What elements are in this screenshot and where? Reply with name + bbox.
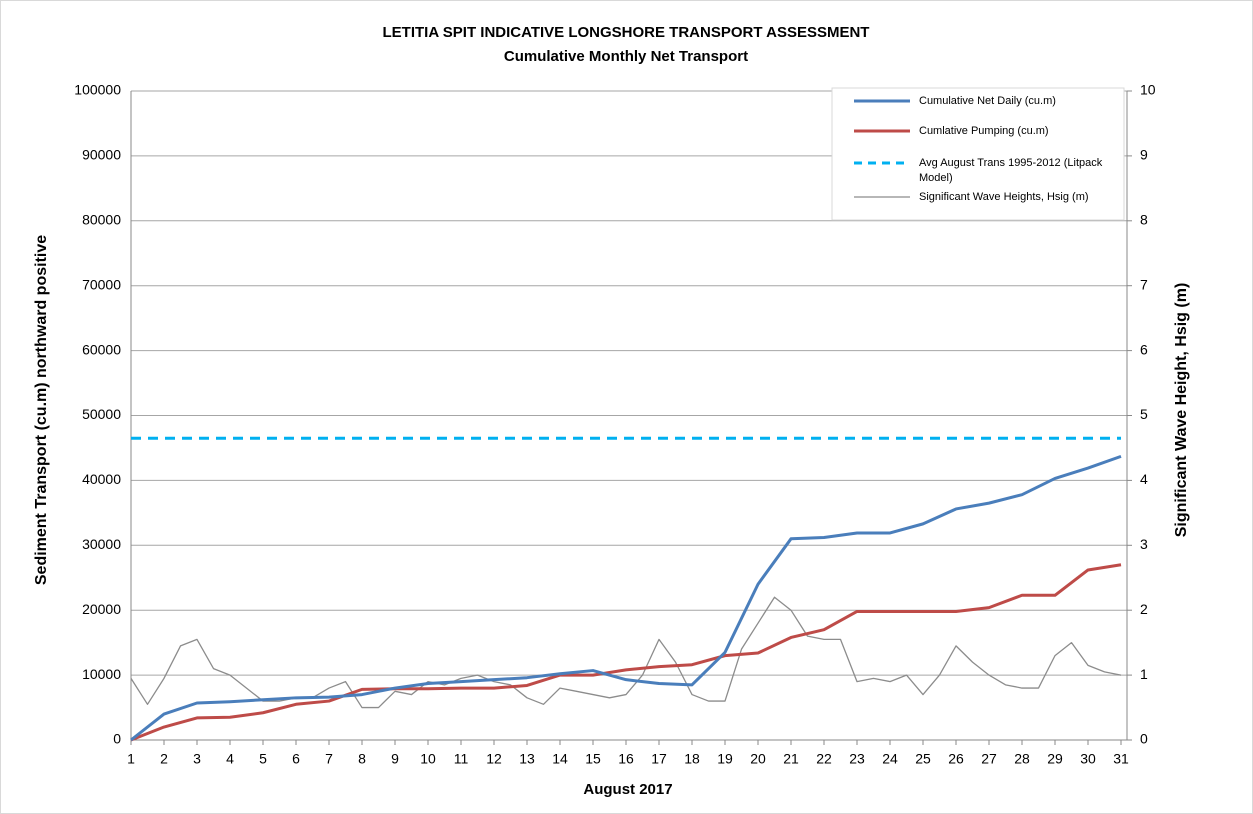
legend-label: Avg August Trans 1995-2012 (Litpack Model… [919, 157, 1103, 184]
x-tick-label: 21 [783, 751, 799, 767]
legend-label-line: Model) [919, 172, 953, 184]
y-tick-label: 100000 [74, 82, 121, 98]
x-tick-label: 3 [193, 751, 201, 767]
y2-axis-label: Significant Wave Height, Hsig (m) [1173, 283, 1190, 538]
y-tick-label: 40000 [82, 471, 121, 487]
x-tick-label: 30 [1080, 751, 1096, 767]
legend-box [831, 87, 1125, 221]
y-tick-label: 60000 [82, 341, 121, 357]
x-tick-label: 31 [1113, 751, 1129, 767]
y-tick-label: 10000 [82, 666, 121, 682]
x-tick-label: 24 [882, 751, 898, 767]
y-tick-label: 30000 [82, 536, 121, 552]
x-tick-label: 8 [358, 751, 366, 767]
x-tick-label: 13 [519, 751, 535, 767]
x-tick-label: 11 [454, 751, 469, 767]
x-tick-label: 28 [1014, 751, 1030, 767]
legend-label-line: Avg August Trans 1995-2012 (Litpack [919, 157, 1103, 169]
y-tick-label: 0 [113, 731, 121, 747]
legend: Cumulative Net Daily (cu.m) Cumlative Pum… [831, 87, 1125, 221]
x-tick-label: 7 [325, 751, 333, 767]
x-tick-label: 9 [391, 751, 399, 767]
x-tick-label: 15 [585, 751, 601, 767]
x-tick-label: 12 [486, 751, 502, 767]
x-tick-label: 27 [981, 751, 997, 767]
y-tick-label: 80000 [82, 212, 121, 228]
y2-tick-label: 3 [1140, 536, 1148, 552]
legend-label: Significant Wave Heights, Hsig (m) [919, 191, 1089, 203]
y2-tick-label: 7 [1140, 276, 1148, 292]
x-tick-label: 29 [1047, 751, 1063, 767]
y2-tick-label: 6 [1140, 341, 1148, 357]
x-tick-label: 22 [816, 751, 832, 767]
y-tick-label: 50000 [82, 406, 121, 422]
y2-tick-label: 2 [1140, 601, 1148, 617]
y2-tick-label: 8 [1140, 212, 1148, 228]
x-tick-label: 26 [948, 751, 964, 767]
x-tick-label: 14 [552, 751, 568, 767]
x-tick-label: 10 [420, 751, 436, 767]
y2-tick-label: 4 [1140, 471, 1148, 487]
chart-title: LETITIA SPIT INDICATIVE LONGSHORE TRANSP… [383, 24, 870, 41]
y-tick-label: 90000 [82, 147, 121, 163]
y2-tick-label: 0 [1140, 731, 1148, 747]
chart-subtitle: Cumulative Monthly Net Transport [504, 48, 748, 65]
x-tick-label: 23 [849, 751, 865, 767]
x-tick-label: 4 [226, 751, 234, 767]
x-tick-label: 5 [259, 751, 267, 767]
y2-tick-label: 10 [1140, 82, 1156, 98]
x-tick-label: 20 [750, 751, 766, 767]
x-tick-label: 1 [127, 751, 135, 767]
series-line [130, 454, 1122, 742]
x-tick-label: 17 [651, 751, 667, 767]
x-tick-label: 18 [684, 751, 700, 767]
y-tick-label: 70000 [82, 276, 121, 292]
legend-label: Cumlative Pumping (cu.m) [919, 125, 1049, 137]
y-tick-label: 20000 [82, 601, 121, 617]
x-tick-label: 6 [292, 751, 300, 767]
legend-label: Cumulative Net Daily (cu.m) [919, 95, 1056, 107]
x-tick-label: 16 [618, 751, 634, 767]
y2-tick-label: 5 [1140, 406, 1148, 422]
series-line [130, 563, 1122, 742]
x-axis-label: August 2017 [583, 781, 672, 798]
y2-tick-label: 9 [1140, 147, 1148, 163]
y-axis-label: Sediment Transport (cu.m) northward posi… [33, 235, 50, 585]
x-tick-label: 25 [915, 751, 931, 767]
x-tick-label: 2 [160, 751, 168, 767]
y2-tick-label: 1 [1140, 666, 1148, 682]
x-tick-label: 19 [717, 751, 733, 767]
